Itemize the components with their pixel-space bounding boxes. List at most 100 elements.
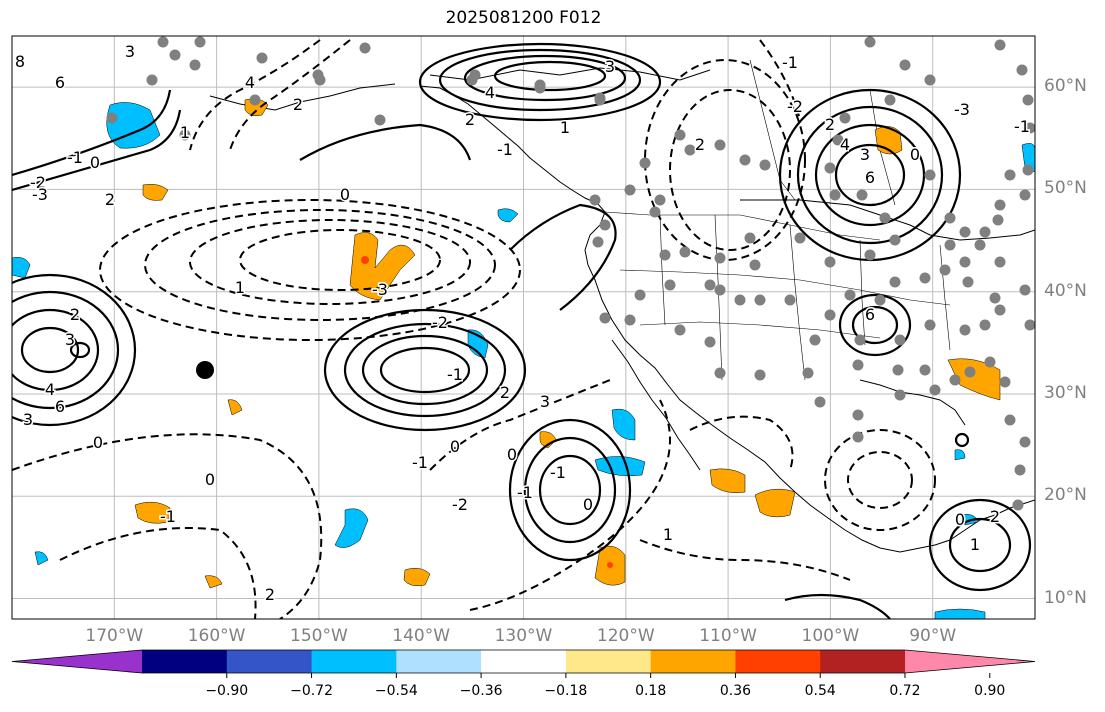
lon-tick-label: 90°W xyxy=(909,626,957,646)
station-dot xyxy=(739,154,751,166)
colorbar-tick-label: 0.90 xyxy=(974,683,1006,699)
station-dot xyxy=(1004,169,1016,181)
station-dot xyxy=(1004,414,1016,426)
contour-value-label: 3 xyxy=(125,42,135,61)
station-dot xyxy=(314,74,326,86)
lon-tick-label: 160°W xyxy=(187,626,246,646)
contour-value-label: 2 xyxy=(695,135,705,154)
station-dot xyxy=(374,114,386,126)
lon-tick-label: 170°W xyxy=(85,626,144,646)
station-dot xyxy=(832,134,844,146)
contour-value-label: 1 xyxy=(180,123,190,142)
station-dot xyxy=(1022,164,1034,176)
contour-value-label: -2 xyxy=(432,313,448,332)
station-dot xyxy=(959,226,971,238)
station-dot xyxy=(829,189,841,201)
station-dot xyxy=(824,256,836,268)
station-dot xyxy=(939,264,951,276)
station-dot xyxy=(684,144,696,156)
station-markers xyxy=(106,36,1035,511)
lat-tick-label: 50°N xyxy=(1044,178,1087,199)
station-dot xyxy=(179,129,191,141)
station-dot xyxy=(649,206,661,218)
colorbar-tick-label: −0.18 xyxy=(544,683,588,699)
station-dot xyxy=(594,92,606,104)
colorbar-outline xyxy=(11,649,1036,674)
station-dot xyxy=(744,232,756,244)
contour-value-label: 2 xyxy=(265,585,275,604)
station-dot xyxy=(964,366,976,378)
station-dot xyxy=(714,367,726,379)
map-title: 2025081200 F012 xyxy=(445,8,602,28)
station-dot xyxy=(844,289,856,301)
station-dot xyxy=(852,359,864,371)
colorbar-tick-label: −0.90 xyxy=(205,683,249,699)
dashed-contours xyxy=(12,39,936,619)
station-dot xyxy=(659,249,671,261)
colorbar-tick-label: 0.18 xyxy=(635,683,667,699)
station-dot xyxy=(802,367,814,379)
station-dot xyxy=(1016,64,1028,76)
station-dot xyxy=(169,49,181,61)
contour-value-label: 6 xyxy=(55,73,65,92)
contour-value-label: 1 xyxy=(970,535,980,554)
station-dot xyxy=(974,239,986,251)
contour-value-label: 3 xyxy=(65,330,75,349)
contour-value-label: 3 xyxy=(605,57,615,76)
station-dot xyxy=(984,356,996,368)
station-dot xyxy=(1019,284,1031,296)
contour-value-label: 0 xyxy=(93,433,103,452)
station-dot xyxy=(714,284,726,296)
station-dot xyxy=(1022,94,1034,106)
station-dot xyxy=(959,256,971,268)
station-dot xyxy=(889,234,901,246)
station-dot xyxy=(1019,436,1031,448)
station-dot xyxy=(704,279,716,291)
station-dot xyxy=(106,112,118,124)
station-dot xyxy=(634,289,646,301)
lat-tick-label: 30°N xyxy=(1044,382,1087,403)
colorbar xyxy=(11,649,1036,678)
station-dot xyxy=(189,59,201,71)
contour-value-label: 0 xyxy=(90,153,100,172)
contour-value-label: 2 xyxy=(105,190,115,209)
colorbar-segment xyxy=(735,650,821,673)
lon-tick-label: 150°W xyxy=(290,626,348,646)
station-dot xyxy=(754,294,766,306)
contour-value-label: 1 xyxy=(560,118,570,137)
lat-tick-label: 60°N xyxy=(1044,76,1087,97)
contour-value-label: 6 xyxy=(865,305,875,324)
station-dot xyxy=(1019,189,1031,201)
contour-value-label: -1 xyxy=(160,507,176,526)
station-dot xyxy=(924,319,936,331)
colorbar-segment xyxy=(311,650,397,673)
station-dot xyxy=(146,74,158,86)
solid-contours xyxy=(12,42,1032,619)
station-dot xyxy=(749,259,761,271)
storm-center-marker xyxy=(196,361,214,379)
lat-tick-label: 10°N xyxy=(1044,587,1087,608)
station-dot xyxy=(864,36,876,48)
station-dot xyxy=(469,69,481,81)
contour-value-label: 1 xyxy=(663,525,673,544)
station-dot xyxy=(864,249,876,261)
station-dot xyxy=(589,194,601,206)
contour-value-label: -1 xyxy=(1014,117,1030,136)
contour-value-label: 3 xyxy=(540,392,550,411)
contour-value-label: -1 xyxy=(67,148,83,167)
contour-value-label: 2 xyxy=(465,110,475,129)
station-dot xyxy=(534,79,546,91)
lon-tick-label: 140°W xyxy=(392,626,451,646)
station-dot xyxy=(814,396,826,408)
station-dot xyxy=(994,39,1006,51)
lon-tick-label: 120°W xyxy=(596,626,655,646)
station-dot xyxy=(599,219,611,231)
station-dot xyxy=(854,334,866,346)
station-dot xyxy=(856,189,868,201)
station-dot xyxy=(1024,319,1035,331)
contour-value-label: 4 xyxy=(840,135,850,154)
station-dot xyxy=(794,232,806,244)
lon-tick-label: 110°W xyxy=(699,626,757,646)
station-dot xyxy=(852,431,864,443)
